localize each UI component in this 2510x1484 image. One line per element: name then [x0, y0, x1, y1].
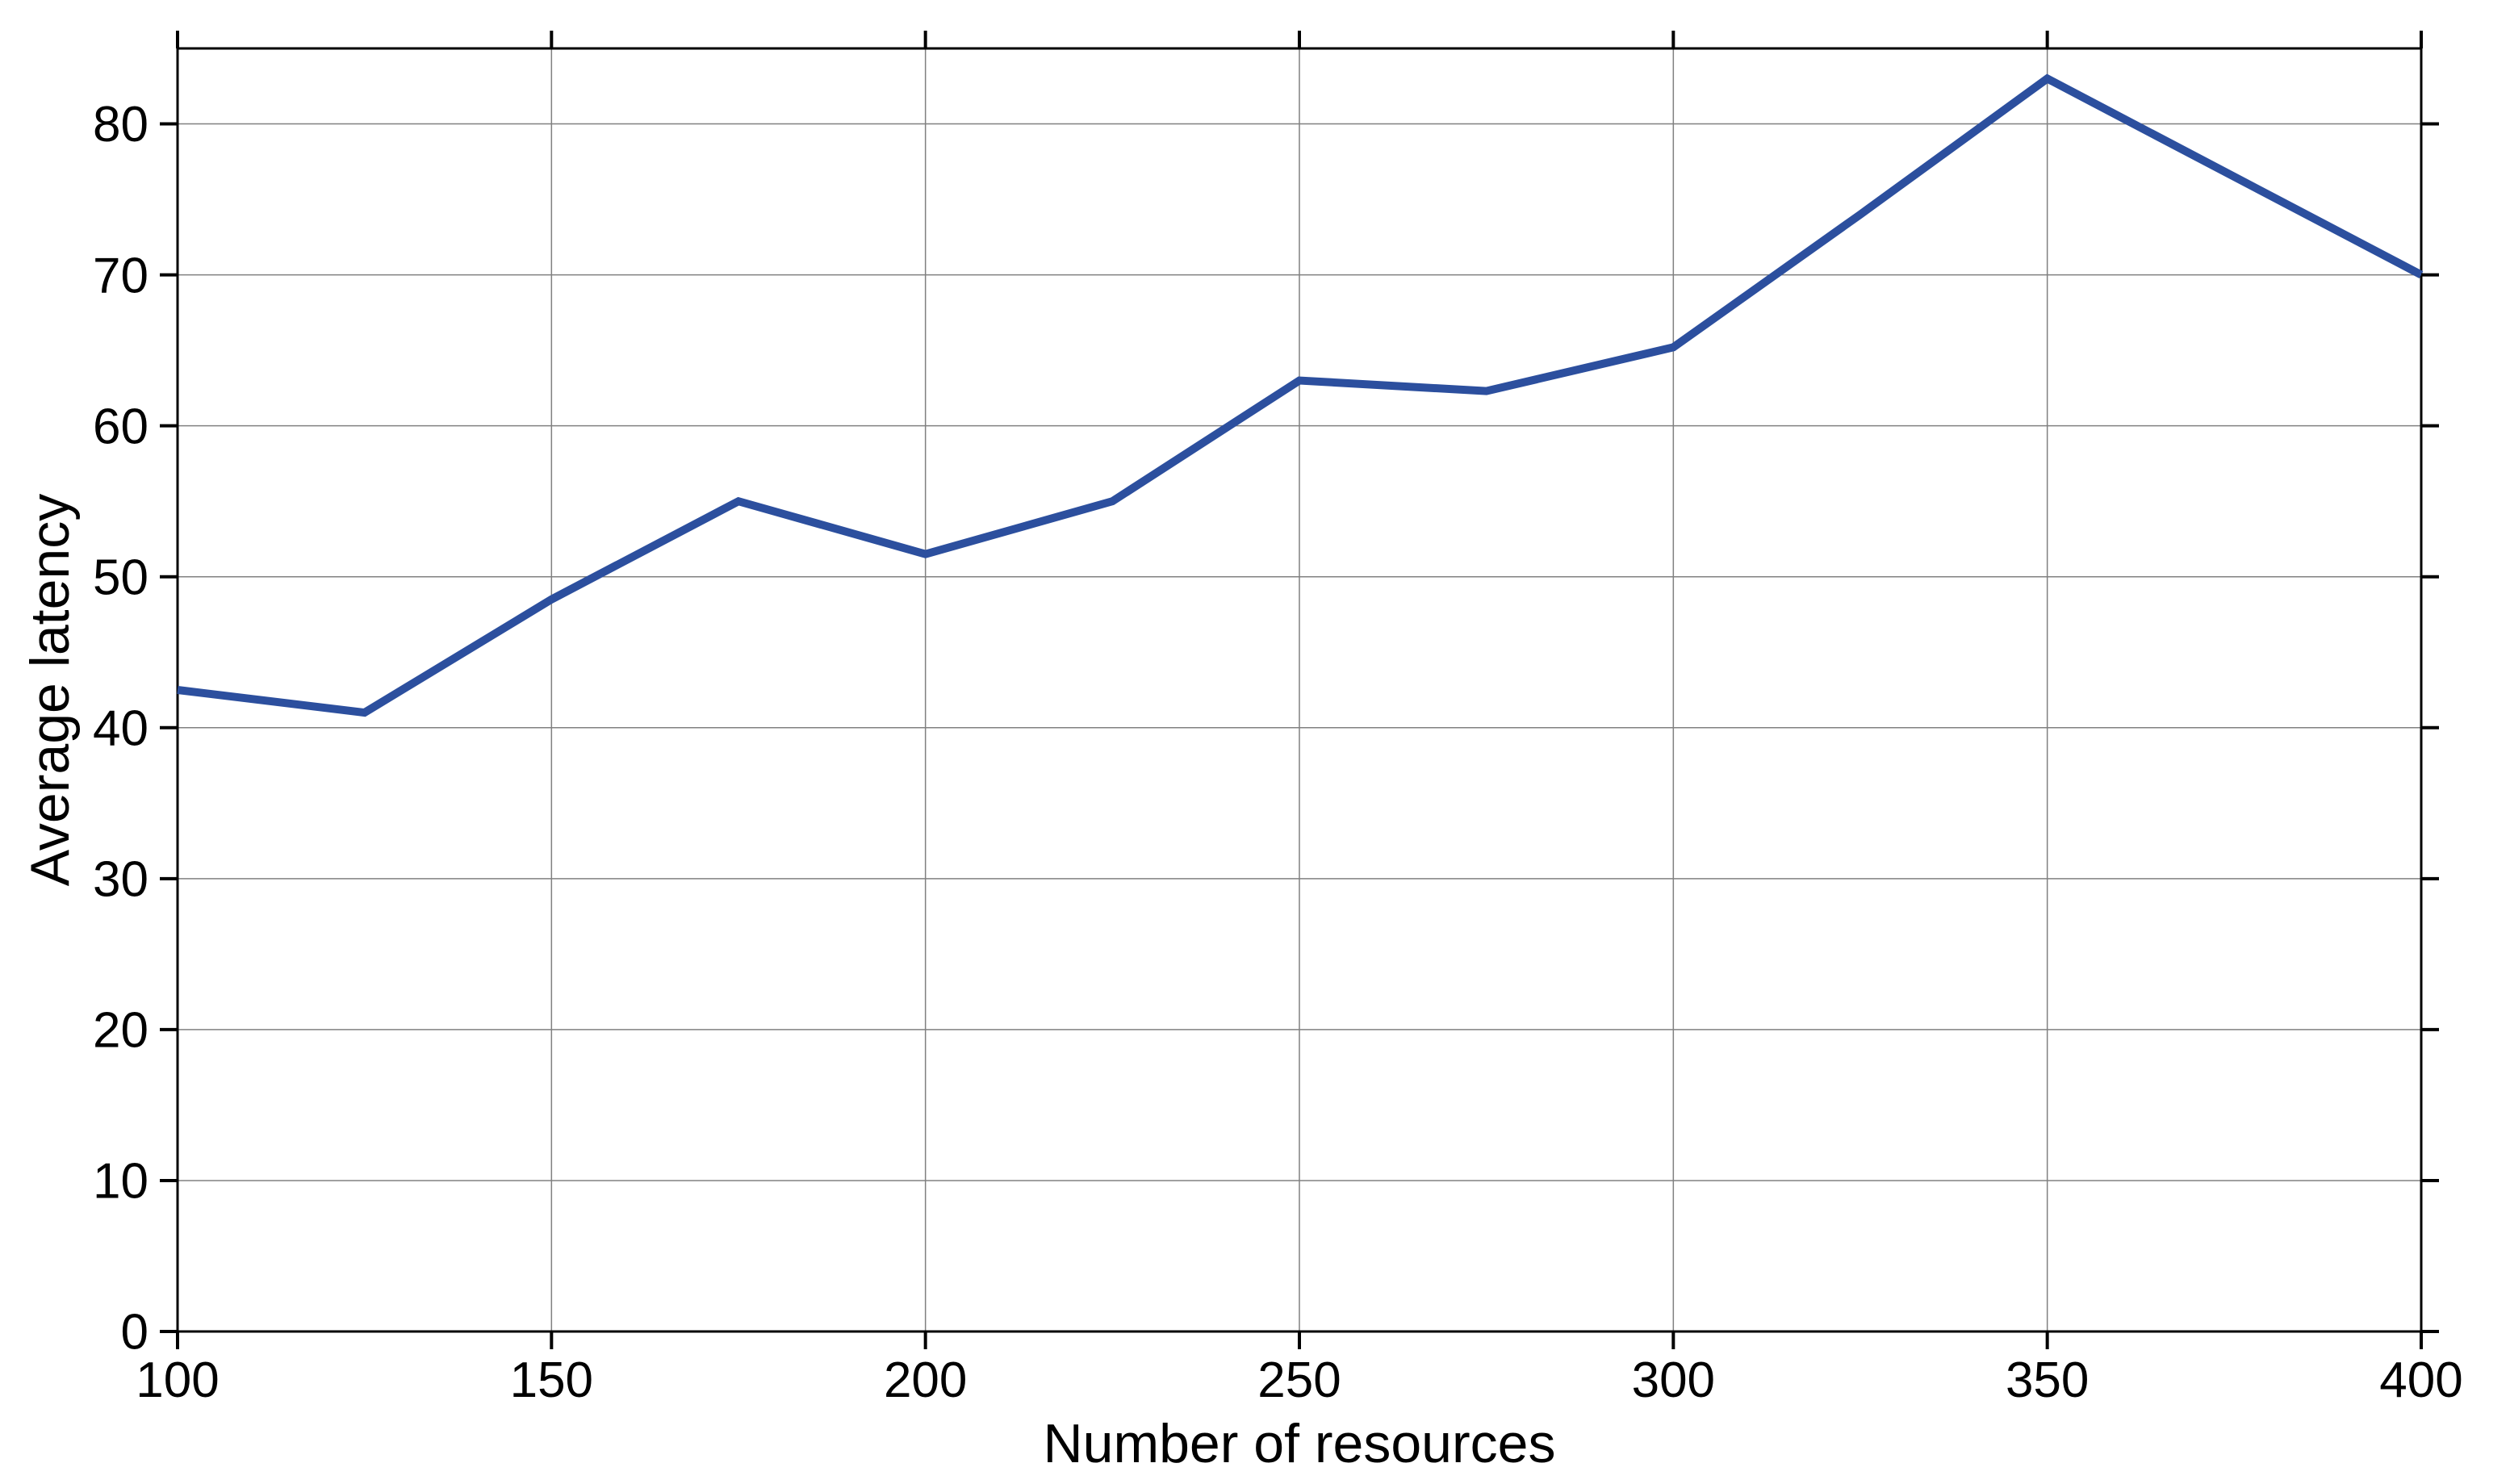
x-tick-label: 200	[884, 1352, 967, 1408]
x-tick-label: 300	[1632, 1352, 1715, 1408]
y-tick-label: 0	[121, 1305, 149, 1361]
y-tick-label: 40	[93, 700, 149, 756]
y-axis-label: Average latency	[19, 494, 81, 886]
y-tick-label: 70	[93, 248, 149, 303]
x-tick-label: 400	[2379, 1352, 2462, 1408]
y-tick-label: 60	[93, 399, 149, 454]
y-tick-label: 10	[93, 1154, 149, 1210]
y-tick-label: 30	[93, 852, 149, 908]
y-tick-label: 20	[93, 1003, 149, 1059]
y-tick-label: 50	[93, 550, 149, 605]
x-tick-label: 250	[1257, 1352, 1341, 1408]
y-tick-label: 80	[93, 97, 149, 153]
x-axis-label: Number of resources	[1044, 1413, 1556, 1474]
chart-container: 100 150 200 250 300 350 400 0 10 20 30 40 50 60 70 80 Nu…	[0, 0, 2510, 1484]
x-tick-label: 150	[510, 1352, 593, 1408]
x-tick-label: 350	[2006, 1352, 2089, 1408]
line-chart: 100 150 200 250 300 350 400 0 10 20 30 40 50 60 70 80 Nu…	[0, 0, 2510, 1484]
x-tick-label: 100	[136, 1352, 219, 1408]
